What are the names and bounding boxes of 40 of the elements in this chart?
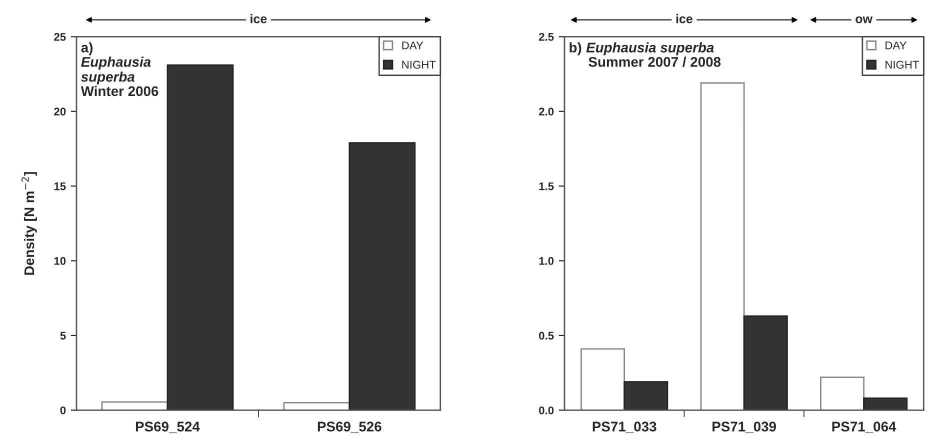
annotation: Euphausia superba [81,56,151,85]
y-tick-label: 5 [60,332,66,340]
x-tick-label: PS71_039 [712,422,776,434]
annotation: b) [570,42,582,56]
x-tick-label: PS71_033 [592,422,656,434]
y-tick-label: 1.5 [539,182,554,190]
annotation: Euphausia superba [586,42,714,56]
y-tick-label: 0 [60,406,66,414]
bar [580,348,626,410]
legend-label: NIGHT [886,60,919,69]
y-tick-label: 1.0 [539,257,554,265]
bar [743,315,788,410]
y-tick-label: 0.5 [539,332,554,340]
x-tick-label: PS69_524 [136,422,200,434]
annotation: Summer 2007 / 2008 [588,56,721,67]
legend-label: DAY [886,42,906,50]
legend-label: NIGHT [402,60,436,69]
y-tick-label: 2.0 [538,108,554,116]
x-tick-label: PS71_064 [832,422,896,434]
y-tick-label: 25 [54,32,66,41]
bar [283,402,350,410]
bar [863,398,908,410]
y-tick-label: 2.5 [538,32,554,41]
x-tick-label: PS69_526 [318,422,382,434]
y-axis-title: Density [N m$^{−2}$] [22,172,37,275]
text: ice [676,14,692,24]
annotation: Winter 2006 [80,86,158,96]
legend-label: DAY [402,42,424,50]
text: ice [250,14,267,24]
bar [348,142,416,410]
text: ow [856,16,873,24]
annotation: a) [81,42,93,56]
bar [166,64,234,410]
bar [700,82,745,410]
bar [820,376,864,410]
y-tick-label: 0.0 [539,406,554,414]
y-tick-label: 20 [54,108,66,116]
bar [624,381,668,410]
y-tick-label: 15 [54,182,66,190]
y-tick-label: 10 [54,257,66,265]
